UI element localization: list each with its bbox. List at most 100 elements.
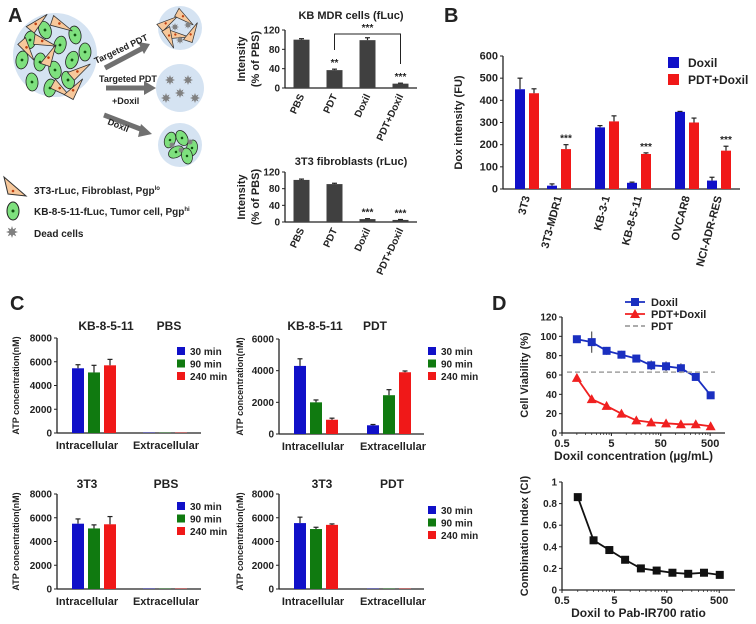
legend-dead-cells: Dead cells: [34, 229, 84, 240]
data-point: [571, 372, 582, 382]
dead-cell-icon: [186, 138, 194, 146]
chart-c-3t3-pdt: 0 2000 4000 6000 8000 ATP concentration(nM) 3T…: [235, 477, 478, 608]
data-point: [632, 354, 641, 363]
legend-marker: [630, 309, 640, 318]
data-point: [616, 408, 627, 418]
tumor-nucleus: [53, 68, 57, 72]
significance-label: ***: [720, 135, 732, 146]
legend-swatch: [428, 518, 436, 527]
dead-cell-icon: [165, 75, 175, 85]
y-axis-label: Intensity: [236, 36, 248, 82]
legend-label: 30 min: [190, 347, 222, 358]
bar: [88, 528, 100, 589]
chart-title: KB-8-5-11: [78, 319, 134, 333]
legend-swatch: [668, 57, 679, 68]
data-point: [587, 338, 596, 347]
fibroblast-body: [17, 36, 35, 61]
series-line: [576, 338, 712, 396]
legend-swatch: [428, 347, 436, 355]
legend-fibroblast: 3T3-rLuc, Fibroblast, Pgplo: [34, 186, 160, 197]
bar: [72, 368, 84, 433]
data-point: [646, 417, 657, 427]
fibroblast-nucleus: [34, 22, 38, 26]
y-tick-label: 20: [546, 409, 558, 420]
y-tick-label: 8000: [30, 334, 53, 345]
significance-bracket: [334, 33, 401, 64]
data-point: [652, 566, 661, 575]
fibroblast-nucleus: [189, 33, 192, 36]
x-tick-label: PDT+Doxil: [375, 92, 406, 142]
legend-swatch: [428, 359, 436, 368]
fibroblast-legend-icon: [3, 175, 28, 197]
panel-label-a: A: [8, 5, 22, 27]
dead-cell-icon: [161, 93, 171, 103]
x-tick-label: Extracellular: [133, 440, 200, 452]
x-axis-label: Doxil to Pab-IR700 ratio: [571, 606, 706, 620]
dead-cell-icon: [183, 75, 193, 85]
y-axis-label: Dox intensity (FU): [453, 75, 465, 169]
y-tick-label: 0: [268, 430, 274, 441]
y-tick-label: 6000: [252, 513, 275, 524]
bar: [359, 219, 376, 222]
legend-fibroblast-sup: lo: [155, 186, 161, 192]
fibroblast-nucleus: [58, 22, 61, 25]
fibroblast-nucleus: [25, 46, 28, 49]
data-point: [586, 394, 597, 404]
x-tick-label: 5: [611, 595, 617, 607]
data-point: [706, 391, 715, 400]
x-tick-label: 5: [608, 438, 614, 450]
tumor-cell: [53, 35, 67, 55]
arrow-label-targeted-pdt-combo: Targeted PDT: [99, 74, 157, 84]
tumor-cell: [181, 147, 193, 165]
bar: [310, 529, 322, 589]
fibroblast-nucleus: [40, 39, 44, 43]
bar: [88, 372, 100, 433]
y-tick-label: 0.8: [543, 499, 557, 510]
y-tick-label: 2000: [252, 561, 275, 572]
data-point: [662, 362, 671, 371]
legend-swatch: [177, 347, 185, 355]
y-tick-label: 0: [551, 586, 557, 597]
legend-label: 30 min: [441, 347, 473, 358]
data-point: [573, 493, 582, 502]
y-tick-label: 600: [480, 51, 498, 63]
chart-a-3t3: 0 40 80 120 Intensity (% of PBS) 3T3 fibroblas…: [236, 156, 417, 277]
legend-label: 90 min: [190, 515, 222, 526]
dead-cell-icon: [184, 21, 192, 29]
chart-c-kb-pdt: 0 2000 4000 6000 ATP concentration(nM) KB-8-5…: [235, 319, 478, 453]
chart-a-kb: 0 40 80 120 Intensity (% of PBS) KB MDR cells …: [236, 10, 417, 143]
y-tick-label: 40: [269, 201, 281, 212]
tumor-cell-legend-nucleus: [11, 209, 15, 213]
x-tick-label: Intracellular: [282, 441, 345, 453]
significance-label: **: [331, 58, 339, 69]
legend-label: 240 min: [441, 531, 478, 542]
bar: [721, 150, 731, 189]
legend-fibroblast-text: 3T3-rLuc, Fibroblast, Pgp: [34, 186, 155, 197]
fibroblast-legend-nucleus: [11, 189, 15, 193]
arrow-doxil: [103, 112, 152, 137]
legend-swatch: [428, 506, 436, 514]
arrow-targeted-pdt-doxil: [106, 81, 156, 95]
legend-label: 90 min: [441, 519, 473, 530]
bar: [104, 365, 116, 433]
data-point: [631, 415, 642, 425]
fibroblast-cell: [33, 33, 57, 47]
tumor-cell: [175, 130, 189, 146]
y-tick-label: 2000: [30, 405, 53, 416]
panel-label-d: D: [492, 293, 506, 315]
data-point: [699, 568, 708, 577]
significance-label: ***: [395, 72, 407, 83]
series-ci: [573, 493, 724, 579]
x-tick-label: OVCAR8: [669, 195, 692, 242]
y-axis-label: ATP concentration(nM): [11, 336, 21, 434]
tumor-nucleus: [66, 78, 70, 82]
x-tick-label: KB-3-1: [592, 195, 613, 232]
x-tick-label: KB-8-5-11: [620, 195, 645, 247]
legend-label: PDT: [651, 321, 673, 333]
fibroblast-body: [49, 14, 73, 32]
legend-label: 240 min: [190, 372, 227, 383]
y-tick-label: 100: [480, 161, 498, 173]
fibroblast-nucleus: [174, 33, 177, 36]
legend-swatch: [428, 372, 436, 380]
